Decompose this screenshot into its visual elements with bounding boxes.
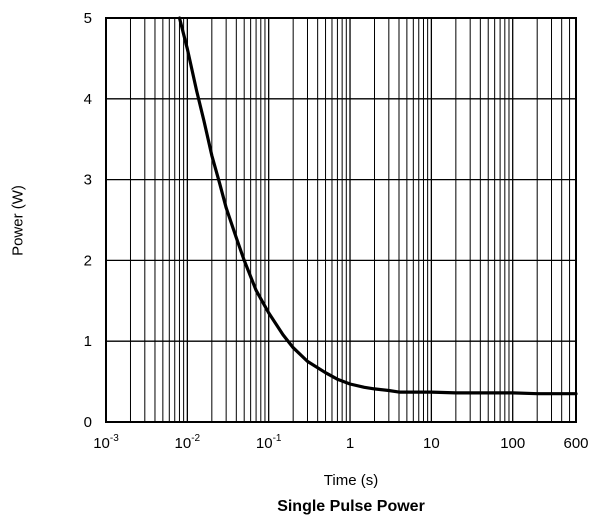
chart-title: Single Pulse Power bbox=[277, 498, 425, 515]
x-tick-label: 100 bbox=[500, 435, 525, 452]
y-tick-label: 3 bbox=[84, 172, 92, 189]
y-tick-label: 0 bbox=[84, 414, 92, 431]
x-tick-label: 1 bbox=[346, 435, 354, 452]
y-tick-label: 2 bbox=[84, 252, 92, 269]
x-tick-exponent: -1 bbox=[273, 433, 282, 444]
x-tick-label: 10-3 bbox=[93, 433, 119, 452]
y-tick-label: 4 bbox=[84, 91, 92, 108]
x-axis-label: Time (s) bbox=[323, 472, 379, 489]
x-tick-exponent: -3 bbox=[110, 433, 119, 444]
x-tick-label: 10-2 bbox=[175, 433, 201, 452]
grid-lines bbox=[105, 17, 577, 423]
y-tick-label: 5 bbox=[84, 10, 92, 27]
plot-frame bbox=[105, 17, 577, 423]
x-tick-label: 600 bbox=[563, 435, 588, 452]
x-tick-label: 10-1 bbox=[256, 433, 282, 452]
power-curve-line bbox=[177, 16, 578, 396]
x-tick-exponent: -2 bbox=[191, 433, 200, 444]
x-tick-label: 10 bbox=[423, 435, 440, 452]
y-tick-label: 1 bbox=[84, 333, 92, 350]
y-axis-label: Power (W) bbox=[9, 185, 27, 256]
